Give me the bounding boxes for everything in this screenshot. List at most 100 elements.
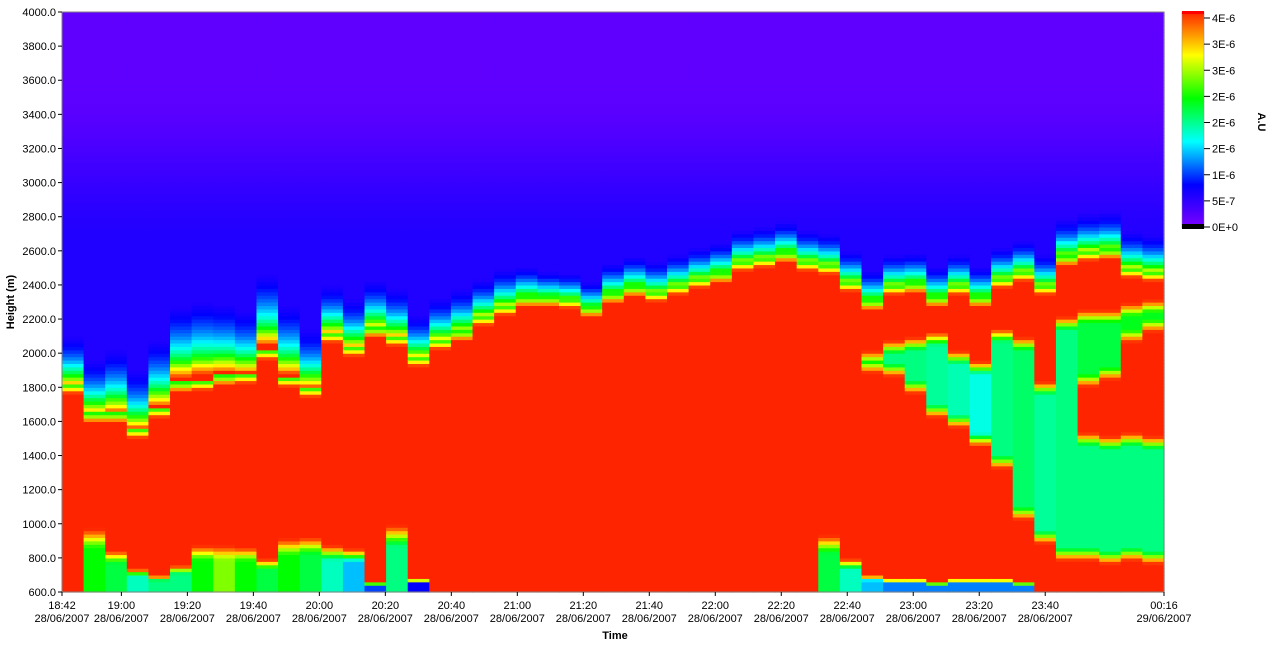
heatmap-cell: [170, 513, 193, 518]
heatmap-cell: [213, 39, 236, 44]
heatmap-cell: [191, 121, 214, 126]
heatmap-cell: [688, 476, 711, 481]
heatmap-cell: [537, 162, 560, 167]
heatmap-cell: [83, 516, 106, 521]
profile-column: [645, 12, 668, 593]
heatmap-cell: [537, 66, 560, 71]
heatmap-cell: [148, 288, 171, 293]
heatmap-cell: [386, 141, 409, 146]
heatmap-cell: [62, 199, 85, 204]
heatmap-cell: [148, 284, 171, 289]
heatmap-cell: [558, 288, 582, 293]
heatmap-cell: [256, 564, 279, 569]
heatmap-cell: [429, 131, 452, 136]
heatmap-cell: [148, 568, 171, 573]
heatmap-cell: [148, 230, 171, 235]
heatmap-cell: [515, 66, 538, 71]
heatmap-cell: [537, 32, 560, 37]
heatmap-cell: [472, 346, 495, 351]
heatmap-cell: [278, 93, 301, 98]
heatmap-cell: [278, 523, 301, 528]
heatmap-cell: [105, 87, 128, 92]
heatmap-cell: [494, 291, 517, 296]
heatmap-cell: [83, 472, 106, 477]
heatmap-cell: [602, 342, 625, 347]
heatmap-cell: [148, 148, 171, 153]
heatmap-cell: [472, 479, 495, 484]
heatmap-cell: [515, 32, 538, 37]
heatmap-cell: [537, 458, 560, 463]
heatmap-cell: [364, 104, 387, 109]
heatmap-cell: [126, 469, 150, 474]
heatmap-cell: [342, 87, 366, 92]
heatmap-cell: [515, 179, 538, 184]
heatmap-cell: [148, 452, 171, 457]
heatmap-cell: [494, 56, 517, 61]
heatmap-cell: [515, 223, 538, 228]
heatmap-cell: [321, 581, 344, 586]
heatmap-cell: [472, 172, 495, 177]
heatmap-cell: [472, 431, 495, 436]
heatmap-cell: [364, 261, 387, 266]
heatmap-cell: [667, 278, 690, 283]
heatmap-cell: [342, 29, 366, 34]
heatmap-cell: [407, 281, 430, 286]
heatmap-cell: [515, 261, 538, 266]
heatmap-cell: [450, 179, 474, 184]
heatmap-cell: [170, 168, 193, 173]
heatmap-cell: [278, 571, 301, 576]
profile-column: [688, 12, 711, 593]
heatmap-cell: [580, 414, 603, 419]
heatmap-cell: [580, 162, 603, 167]
heatmap-cell: [558, 513, 582, 518]
heatmap-cell: [602, 373, 625, 378]
heatmap-cell: [472, 407, 495, 412]
heatmap-cell: [407, 455, 430, 460]
heatmap-cell: [494, 312, 517, 317]
heatmap-cell: [62, 482, 85, 487]
heatmap-cell: [299, 97, 322, 102]
heatmap-cell: [515, 206, 538, 211]
heatmap-cell: [148, 363, 171, 368]
heatmap-cell: [645, 588, 668, 593]
heatmap-cell: [342, 414, 366, 419]
heatmap-cell: [667, 445, 690, 450]
heatmap-cell: [148, 383, 171, 388]
heatmap-cell: [645, 418, 668, 423]
heatmap-cell: [623, 503, 647, 508]
heatmap-cell: [213, 196, 236, 201]
heatmap-cell: [342, 404, 366, 409]
heatmap-cell: [558, 469, 582, 474]
heatmap-cell: [407, 373, 430, 378]
heatmap-cell: [278, 585, 301, 590]
heatmap-cell: [602, 70, 625, 75]
heatmap-cell: [602, 46, 625, 51]
heatmap-cell: [386, 223, 409, 228]
heatmap-cell: [213, 332, 236, 337]
heatmap-cell: [623, 308, 647, 313]
heatmap-cell: [386, 302, 409, 307]
heatmap-cell: [450, 465, 474, 470]
heatmap-cell: [667, 414, 690, 419]
heatmap-cell: [256, 476, 279, 481]
heatmap-cell: [342, 564, 366, 569]
heatmap-cell: [62, 400, 85, 405]
heatmap-cell: [645, 35, 668, 40]
heatmap-cell: [321, 493, 344, 498]
heatmap-cell: [667, 356, 690, 361]
heatmap-cell: [191, 557, 214, 562]
heatmap-cell: [191, 83, 214, 88]
heatmap-cell: [213, 114, 236, 119]
heatmap-cell: [386, 540, 409, 545]
heatmap-cell: [472, 458, 495, 463]
heatmap-cell: [407, 220, 430, 225]
heatmap-cell: [515, 493, 538, 498]
heatmap-cell: [342, 128, 366, 133]
heatmap-cell: [278, 22, 301, 27]
heatmap-cell: [342, 530, 366, 535]
heatmap-cell: [299, 356, 322, 361]
heatmap-cell: [213, 585, 236, 590]
heatmap-cell: [450, 87, 474, 92]
heatmap-cell: [342, 394, 366, 399]
heatmap-cell: [645, 189, 668, 194]
